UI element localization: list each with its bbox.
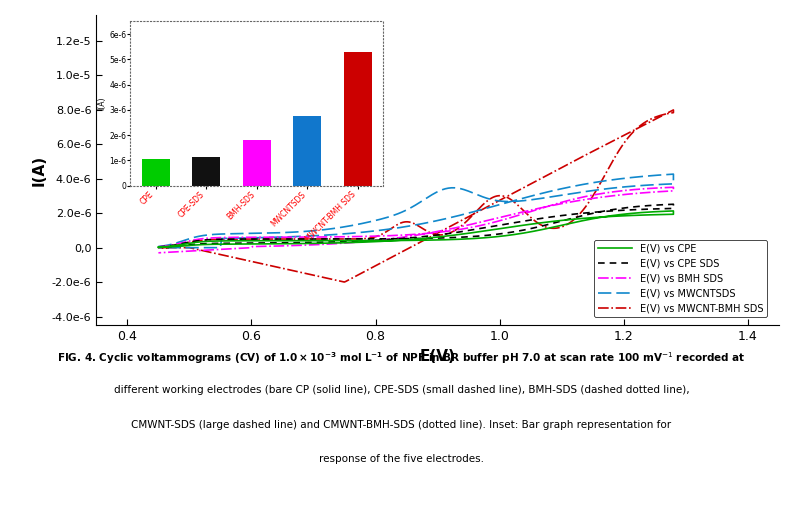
Text: different working electrodes (bare CP (solid line), CPE-SDS (small dashed line),: different working electrodes (bare CP (s…	[114, 385, 688, 395]
Text: FIG. 4. Cyclic voltammograms (CV) of $\mathbf{1.0 \times 10^{-3}}$ $\mathbf{mol\: FIG. 4. Cyclic voltammograms (CV) of $\m…	[57, 351, 745, 366]
Text: CMWNT-SDS (large dashed line) and CMWNT-BMH-SDS (dotted line). Inset: Bar graph : CMWNT-SDS (large dashed line) and CMWNT-…	[132, 420, 670, 430]
Text: response of the five electrodes.: response of the five electrodes.	[318, 454, 484, 464]
Y-axis label: I(A): I(A)	[31, 154, 47, 186]
X-axis label: E(V): E(V)	[419, 348, 455, 364]
Legend: E(V) vs CPE, E(V) vs CPE SDS, E(V) vs BMH SDS, E(V) vs MWCNTSDS, E(V) vs MWCNT-B: E(V) vs CPE, E(V) vs CPE SDS, E(V) vs BM…	[593, 240, 766, 317]
